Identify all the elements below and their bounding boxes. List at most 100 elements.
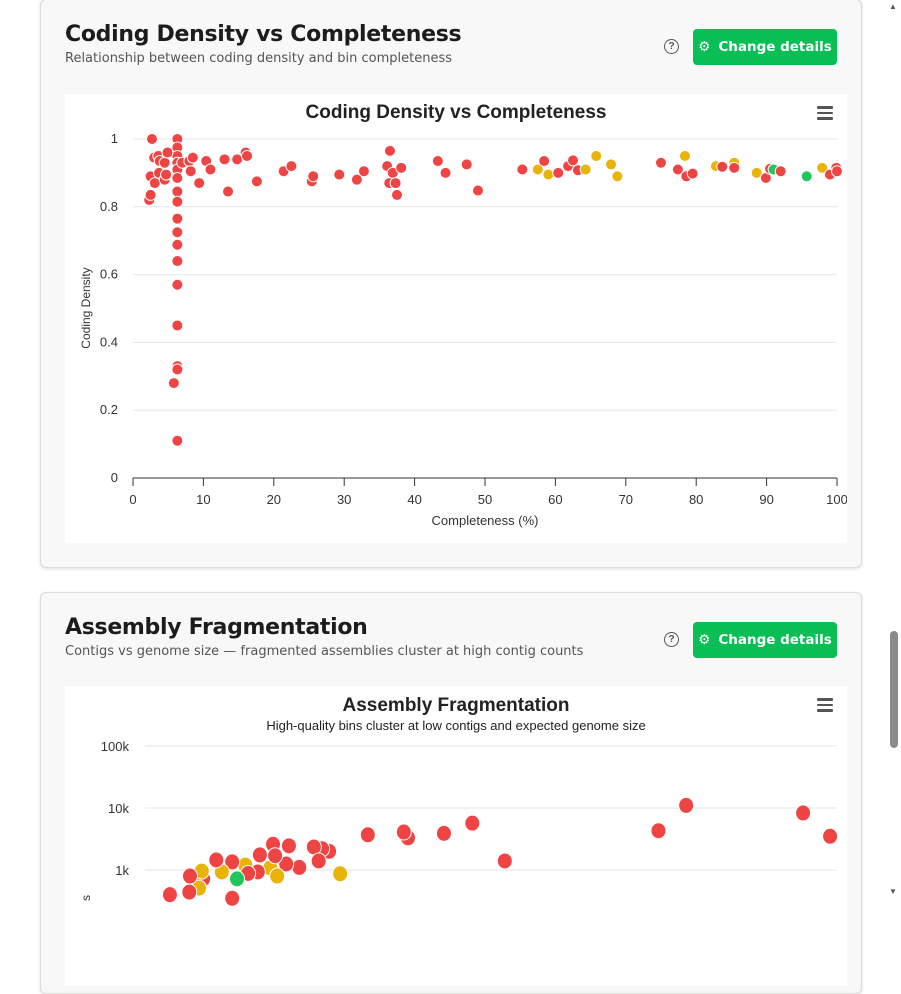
data-point — [181, 883, 198, 901]
y-tick-label: 1 — [111, 131, 118, 146]
scrollbar-thumb[interactable] — [890, 631, 898, 748]
data-point — [678, 796, 695, 814]
data-point — [291, 858, 308, 876]
x-tick-label: 70 — [619, 492, 633, 507]
data-point — [516, 163, 529, 176]
data-point — [716, 160, 729, 173]
data-point — [171, 238, 184, 251]
card-subtitle: Contigs vs genome size — fragmented asse… — [65, 644, 584, 659]
gear-icon: ⚙ — [698, 632, 711, 648]
data-point — [350, 173, 363, 186]
question-circle-icon[interactable]: ? — [664, 39, 679, 54]
data-point — [460, 158, 473, 171]
data-point — [357, 165, 370, 178]
data-point — [552, 166, 565, 179]
data-point — [471, 184, 484, 197]
data-point — [144, 188, 157, 201]
data-point — [464, 814, 481, 832]
data-point — [184, 165, 197, 178]
data-point — [250, 175, 263, 188]
data-point — [332, 865, 349, 883]
data-point — [439, 166, 452, 179]
x-tick-label: 20 — [267, 492, 281, 507]
data-point — [816, 161, 829, 174]
x-tick-label: 40 — [407, 492, 421, 507]
data-point — [800, 170, 813, 183]
data-point — [774, 165, 787, 178]
data-point — [285, 160, 298, 173]
data-point — [678, 149, 691, 162]
scrollbar[interactable]: ▲ ▼ — [886, 0, 901, 902]
change-details-button[interactable]: ⚙ Change details — [693, 622, 837, 658]
data-point — [435, 824, 452, 842]
data-point — [222, 185, 235, 198]
data-point — [171, 363, 184, 376]
y-tick-label: 0.8 — [100, 199, 118, 214]
data-point — [310, 852, 327, 870]
data-point — [611, 170, 624, 183]
data-point — [193, 177, 206, 190]
data-point — [650, 822, 667, 840]
y-axis-label: Coding Density — [79, 267, 93, 348]
data-point — [171, 171, 184, 184]
data-point — [655, 156, 667, 169]
data-point — [218, 153, 231, 166]
change-details-label: Change details — [718, 39, 832, 55]
data-point — [241, 149, 254, 162]
x-tick-label: 10 — [196, 492, 210, 507]
y-tick-label: 1k — [115, 863, 129, 878]
hamburger-menu-icon[interactable] — [817, 106, 833, 123]
data-point — [224, 853, 241, 871]
data-point — [822, 827, 839, 845]
x-tick-label: 0 — [129, 492, 136, 507]
data-point — [605, 158, 618, 171]
data-point — [333, 168, 346, 181]
data-point — [186, 151, 199, 164]
x-tick-label: 80 — [689, 492, 703, 507]
scroll-up-arrow-icon[interactable]: ▲ — [889, 2, 897, 11]
data-point — [431, 155, 444, 168]
data-point — [171, 319, 184, 332]
data-point — [181, 867, 198, 885]
data-point — [267, 847, 284, 865]
data-point — [750, 166, 763, 179]
data-point — [307, 170, 320, 183]
data-point — [204, 163, 217, 176]
data-point — [496, 852, 513, 870]
data-point — [579, 163, 592, 176]
question-circle-icon[interactable]: ? — [664, 632, 679, 647]
hamburger-menu-icon[interactable] — [817, 698, 833, 715]
assembly-fragmentation-card: Assembly Fragmentation Contigs vs genome… — [40, 592, 862, 994]
data-point — [171, 212, 184, 225]
chart-subtitle: High-quality bins cluster at low contigs… — [266, 718, 645, 733]
change-details-button[interactable]: ⚙ Change details — [693, 29, 837, 65]
data-point — [590, 149, 603, 162]
scroll-down-arrow-icon[interactable]: ▼ — [889, 887, 897, 896]
data-point — [171, 195, 184, 208]
x-tick-label: 90 — [759, 492, 773, 507]
data-point — [269, 867, 286, 885]
data-point — [795, 804, 812, 822]
y-tick-label: 10k — [108, 801, 129, 816]
data-point — [389, 177, 402, 190]
data-point — [229, 870, 246, 888]
data-point — [542, 168, 555, 181]
coding-density-card: Coding Density vs Completeness Relations… — [40, 0, 862, 568]
data-point — [278, 855, 295, 873]
data-point — [161, 886, 178, 904]
data-point — [831, 165, 843, 178]
data-point — [671, 163, 684, 176]
data-point — [391, 188, 403, 201]
x-tick-label: 50 — [478, 492, 492, 507]
y-tick-label: 0.4 — [100, 334, 118, 349]
chart-title: Assembly Fragmentation — [343, 695, 570, 716]
data-point — [161, 146, 174, 159]
data-point — [160, 168, 173, 181]
data-point — [146, 133, 159, 145]
x-tick-label: 100 — [826, 492, 847, 507]
y-tick-label: 0.2 — [100, 402, 118, 417]
chart-title: Coding Density vs Completeness — [306, 102, 607, 123]
data-point — [395, 161, 408, 174]
y-tick-label: 0.6 — [100, 267, 118, 282]
data-point — [686, 167, 699, 180]
